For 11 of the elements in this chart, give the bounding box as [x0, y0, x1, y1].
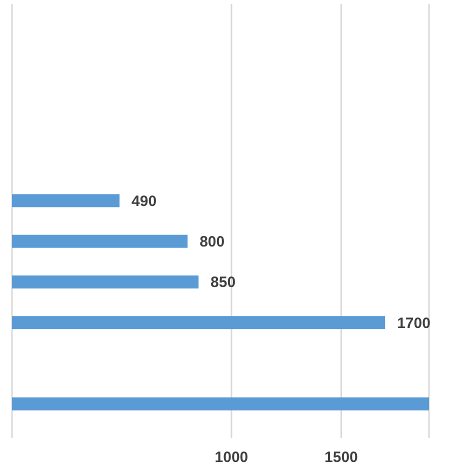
bar: [12, 194, 120, 208]
bar: [12, 234, 188, 248]
bar: [12, 397, 429, 410]
bar: [12, 275, 199, 288]
data-label: 850: [210, 274, 236, 292]
bar: [12, 316, 386, 330]
x-tick-label: 1500: [324, 449, 358, 466]
data-label: 800: [200, 234, 225, 251]
data-label: 490: [132, 192, 157, 210]
data-label: 1700: [397, 314, 430, 332]
x-tick-label: 1000: [214, 449, 248, 466]
